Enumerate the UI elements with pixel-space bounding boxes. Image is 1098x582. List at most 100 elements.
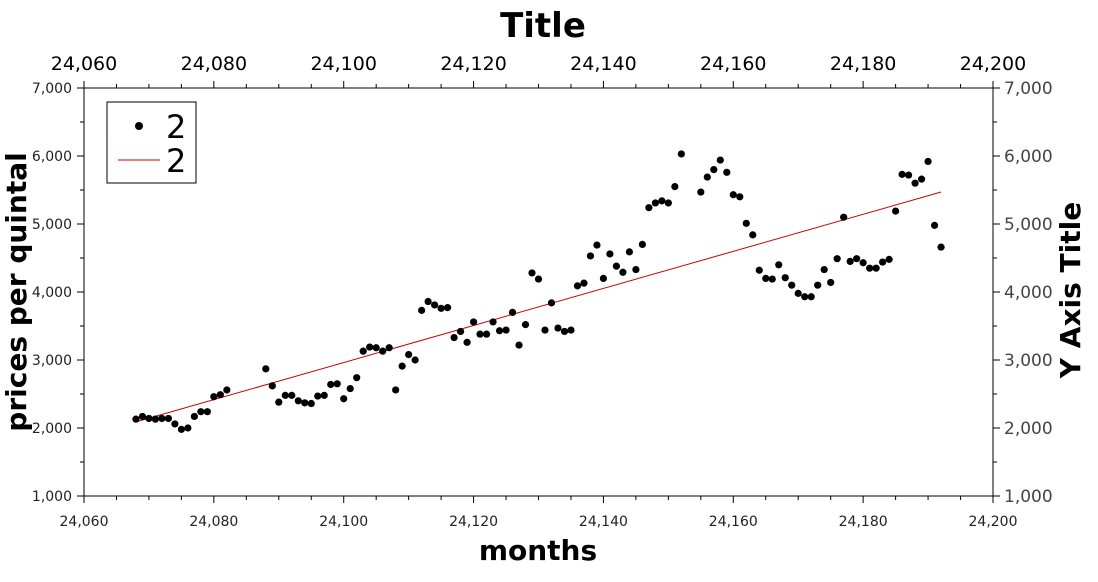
x-tick-label-top: 24,080 — [181, 53, 247, 75]
y-tick-label-right: 2,000 — [1004, 419, 1053, 439]
data-point — [547, 299, 556, 307]
data-point — [840, 213, 848, 221]
data-point — [567, 326, 575, 334]
data-point — [917, 175, 926, 183]
data-point — [885, 255, 893, 263]
legend-box — [106, 101, 197, 184]
y2-axis-title: Y Axis Title — [1054, 202, 1087, 379]
data-point — [431, 301, 439, 309]
data-point — [138, 412, 147, 421]
data-point — [593, 241, 601, 249]
data-point — [268, 382, 276, 390]
data-point — [223, 386, 231, 394]
fit-line-layer — [135, 191, 942, 423]
data-point — [859, 259, 867, 267]
data-point — [340, 395, 348, 403]
data-point — [327, 380, 335, 389]
data-point — [801, 293, 809, 301]
plot-frame — [83, 87, 994, 497]
data-point — [314, 392, 322, 400]
y-tick-label-left: 4,000 — [32, 285, 72, 301]
x-tick-label-bottom: 24,080 — [189, 514, 238, 530]
data-point — [729, 191, 737, 199]
data-point — [281, 391, 289, 399]
data-point — [833, 255, 841, 263]
y-tick-label-right: 7,000 — [1004, 79, 1053, 99]
data-point — [151, 415, 160, 423]
data-point — [697, 188, 705, 196]
x-tick-label-bottom: 24,140 — [579, 514, 628, 530]
data-point — [521, 321, 530, 329]
y-tick-label-right: 3,000 — [1004, 351, 1053, 371]
x-tick-label-top: 24,120 — [440, 53, 506, 75]
data-point — [476, 330, 484, 338]
x-tick-label-top: 24,100 — [310, 53, 376, 75]
x-tick-label-bottom: 24,060 — [60, 514, 109, 530]
data-point — [534, 275, 543, 283]
x-tick-label-top: 24,060 — [51, 53, 117, 75]
data-point — [307, 399, 315, 408]
data-point — [742, 219, 750, 227]
data-point — [418, 306, 426, 314]
x-tick-label-bottom: 24,160 — [709, 514, 758, 530]
data-point — [638, 240, 646, 248]
data-point — [892, 207, 900, 215]
x-tick-label-top: 24,200 — [960, 53, 1026, 75]
data-point — [482, 330, 491, 338]
data-point — [723, 168, 731, 176]
legend-label-line: 2 — [166, 142, 186, 180]
data-point — [216, 391, 224, 399]
data-point — [437, 304, 445, 312]
x-tick-label-top: 24,140 — [570, 53, 636, 75]
data-point — [879, 258, 887, 266]
data-point — [275, 398, 283, 406]
y-tick-label-right: 5,000 — [1004, 215, 1053, 235]
x-tick-label-top: 24,180 — [830, 53, 896, 75]
data-point — [606, 250, 614, 258]
data-point — [768, 275, 776, 283]
data-point — [450, 333, 458, 342]
data-point — [444, 304, 452, 312]
data-point — [560, 327, 569, 336]
data-point — [424, 297, 432, 306]
data-point — [645, 204, 653, 212]
data-point — [190, 412, 198, 421]
x-tick-label-bottom: 24,100 — [319, 514, 368, 530]
y-tick-label-left: 5,000 — [32, 217, 72, 233]
data-point — [788, 281, 796, 289]
data-point — [333, 380, 341, 388]
legend-marker-scatter — [135, 122, 143, 130]
points-layer — [132, 150, 945, 433]
data-point — [866, 264, 874, 272]
data-point — [677, 150, 685, 158]
data-point — [658, 197, 666, 205]
data-point — [469, 318, 478, 326]
data-point — [210, 393, 218, 401]
data-point — [586, 252, 595, 260]
data-point — [580, 279, 588, 287]
data-point — [775, 261, 783, 269]
data-point — [749, 231, 757, 239]
data-point — [411, 356, 419, 364]
x-axis-title: months — [479, 534, 597, 567]
data-point — [164, 414, 173, 423]
data-point — [541, 326, 549, 334]
data-point — [515, 341, 523, 349]
x-tick-label-bottom: 24,180 — [839, 514, 888, 530]
legend: 2 2 — [106, 101, 197, 184]
data-point — [632, 265, 640, 274]
y-tick-label-right: 4,000 — [1004, 283, 1053, 303]
data-point — [320, 391, 328, 399]
data-point — [366, 343, 374, 351]
data-point — [736, 193, 744, 201]
data-point — [177, 425, 185, 433]
data-point — [528, 269, 536, 277]
data-point — [853, 255, 861, 263]
data-point — [794, 289, 802, 297]
data-point — [132, 415, 140, 423]
data-point — [710, 166, 718, 174]
data-point — [651, 199, 659, 207]
data-point — [930, 221, 939, 229]
data-point — [379, 347, 387, 355]
data-point — [554, 324, 562, 332]
